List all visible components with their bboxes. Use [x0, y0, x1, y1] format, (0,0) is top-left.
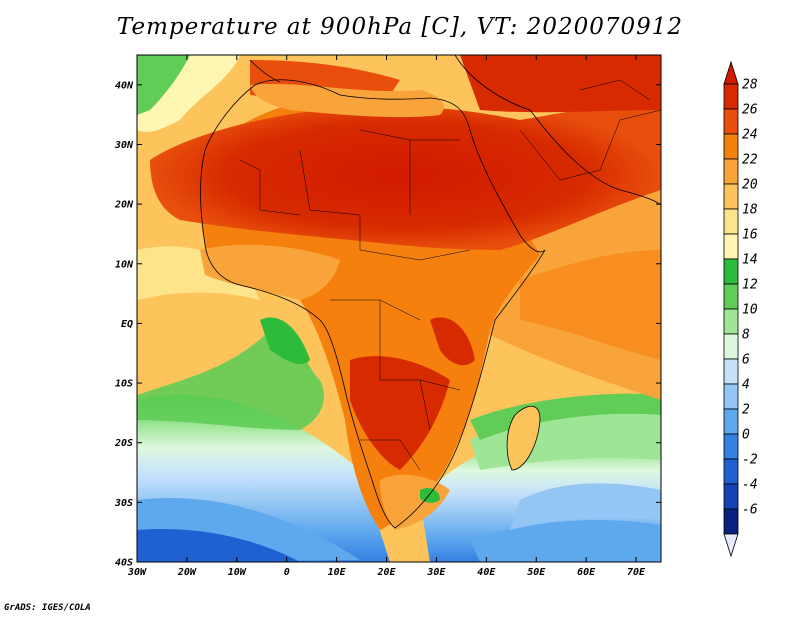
colorbar-box	[723, 183, 739, 210]
lon-tick-label: 10W	[228, 567, 247, 578]
colorbar-level-label: -4	[742, 478, 758, 493]
lon-tick-label: 20W	[177, 567, 197, 578]
lat-tick-label: 20N	[114, 200, 134, 211]
latitude-labels: 40N 30N 20N 10N EQ 10S 20S 30S 40S	[114, 80, 134, 568]
colorbar-box	[723, 383, 739, 410]
axis-ticks	[136, 55, 661, 563]
temperature-field	[137, 55, 661, 562]
lon-tick-label: 20E	[376, 567, 396, 578]
lon-tick-label: 50E	[527, 567, 546, 578]
colorbar-level-label: 28	[742, 78, 758, 93]
lat-tick-label: EQ	[121, 319, 133, 330]
colorbar-box	[723, 508, 739, 535]
colorbar-box	[723, 108, 739, 135]
colorbar-level-label: 10	[742, 303, 758, 318]
lat-tick-label: 10N	[115, 259, 134, 270]
colorbar-box	[723, 333, 739, 360]
colorbar-box	[723, 433, 739, 460]
colorbar-box	[723, 133, 739, 160]
colorbar-top-arrow	[723, 60, 739, 85]
lat-tick-label: 30S	[114, 498, 133, 509]
colorbar-level-label: 16	[742, 228, 758, 243]
lat-tick-label: 40S	[115, 558, 133, 569]
lon-tick-label: 60E	[577, 567, 596, 578]
map-title: Temperature at 900hPa [C], VT: 202007091…	[116, 14, 684, 40]
lat-tick-label: 40N	[115, 80, 134, 91]
colorbar-level-label: 20	[742, 178, 758, 193]
colorbar-box	[723, 483, 739, 510]
lon-tick-label: 30W	[127, 567, 147, 578]
colorbar-level-label: 8	[742, 328, 750, 343]
colorbar-level-label: 12	[742, 278, 758, 293]
lon-tick-label: 0	[284, 567, 290, 578]
colorbar-box	[723, 233, 739, 260]
colorbar-level-label: 6	[742, 353, 750, 368]
lon-tick-label: 40E	[477, 567, 496, 578]
colorbar-box	[723, 458, 739, 485]
colorbar-level-label: 2	[742, 403, 750, 418]
colorbar-box	[723, 258, 739, 285]
colorbar-level-label: 24	[742, 128, 758, 143]
colorbar-bottom-arrow	[723, 533, 739, 558]
lat-tick-label: 10S	[115, 379, 133, 390]
lat-tick-label: 20S	[114, 438, 133, 449]
longitude-labels: 30W 20W 10W 0 10E 20E 30E 40E 50E 60E 70E	[127, 567, 646, 578]
colorbar-box	[723, 358, 739, 385]
colorbar-level-label: 4	[742, 378, 750, 393]
colorbar-box	[723, 208, 739, 235]
colorbar-level-label: 0	[742, 428, 750, 443]
colorbar-box	[723, 283, 739, 310]
lon-tick-label: 70E	[627, 567, 646, 578]
lon-tick-label: 10E	[328, 567, 347, 578]
credit-text: GrADS: IGES/COLA	[4, 603, 91, 613]
colorbar	[723, 60, 739, 558]
colorbar-level-label: 22	[742, 153, 758, 168]
colorbar-box	[723, 83, 739, 110]
map-frame	[136, 54, 662, 563]
colorbar-box	[723, 408, 739, 435]
colorbar-box	[723, 158, 739, 185]
colorbar-level-label: 14	[742, 253, 758, 268]
colorbar-level-label: 18	[742, 203, 758, 218]
colorbar-level-label: -2	[742, 453, 758, 468]
colorbar-level-label: -6	[742, 503, 758, 518]
lon-tick-label: 30E	[426, 567, 446, 578]
colorbar-level-label: 26	[742, 103, 758, 118]
lat-tick-label: 30N	[114, 140, 134, 151]
colorbar-box	[723, 308, 739, 335]
